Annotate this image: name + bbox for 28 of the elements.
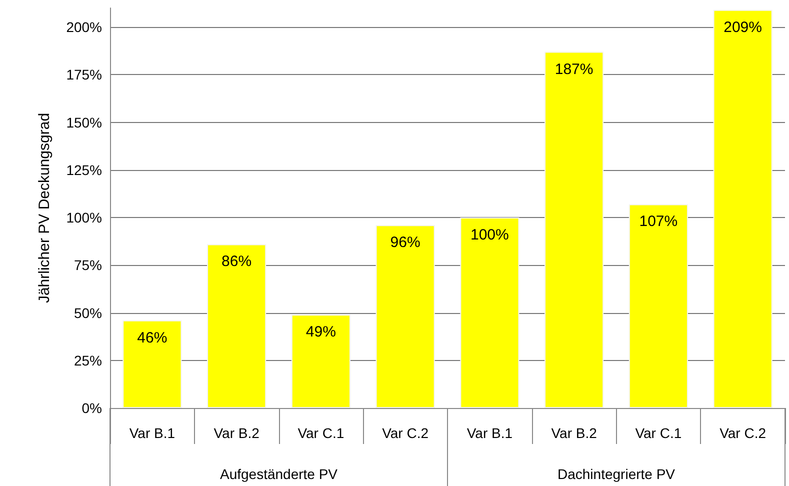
- y-tick-label: 75%: [74, 257, 102, 274]
- x-tick-label: Var B.1: [466, 425, 513, 441]
- data-label: 187%: [554, 60, 594, 78]
- data-label: 107%: [639, 213, 678, 230]
- data-label: 86%: [222, 253, 252, 270]
- y-axis-title: Jährlicher PV Deckungsgrad: [36, 112, 53, 304]
- x-tick-label: Var B.2: [551, 425, 598, 441]
- x-tick-label: Var B.2: [214, 425, 260, 441]
- data-label: 209%: [724, 18, 762, 36]
- text: Dachintegrierte PV: [557, 466, 676, 482]
- data-label: 49%: [306, 324, 336, 341]
- y-tick-label: 175%: [66, 66, 102, 83]
- x-tick-label: Var C.2: [720, 425, 766, 441]
- y-tick-label: 0%: [82, 400, 102, 416]
- y-tick-label: 100%: [66, 210, 102, 226]
- text: Aufgeständerte PV: [220, 466, 338, 482]
- y-tick-label: 25%: [74, 352, 102, 368]
- x-tick-label: Var B.1: [129, 425, 176, 441]
- y-tick-label: 50%: [74, 304, 102, 321]
- data-label: 46%: [137, 329, 168, 346]
- data-label: 100%: [470, 226, 509, 244]
- x-tick-label: Var C.1: [635, 425, 682, 441]
- x-tick-label: Var C.1: [298, 425, 344, 441]
- data-label: 96%: [390, 234, 420, 252]
- y-tick-label: 150%: [66, 114, 102, 130]
- x-tick-label: Var C.2: [382, 425, 429, 441]
- y-tick-label: 200%: [66, 19, 102, 36]
- y-tick-label: 125%: [66, 162, 102, 178]
